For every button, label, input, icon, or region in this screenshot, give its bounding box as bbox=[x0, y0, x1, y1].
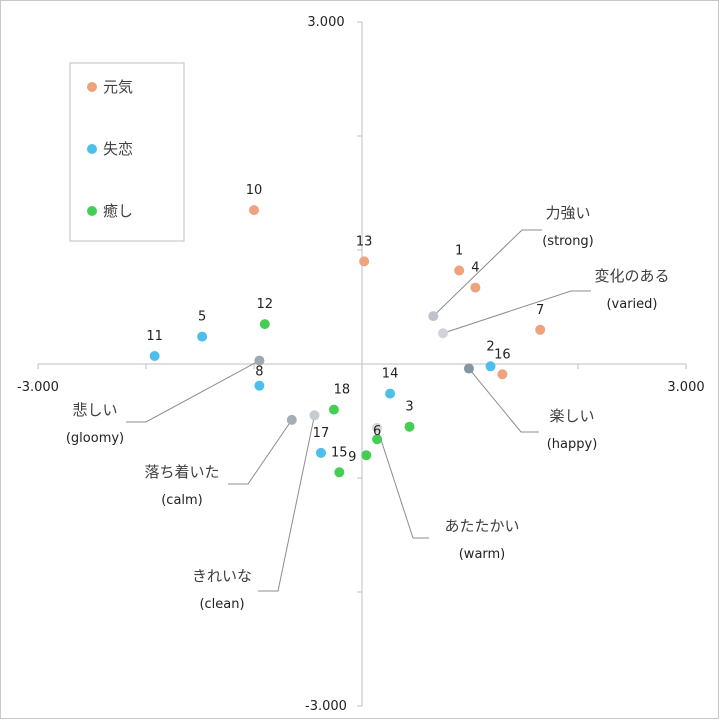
data-point bbox=[249, 205, 259, 216]
data-point-label: 11 bbox=[146, 329, 163, 344]
data-point-label: 17 bbox=[313, 426, 330, 441]
data-point bbox=[328, 404, 339, 415]
attribute-label-ja: あたたかい bbox=[444, 517, 519, 535]
leader-line bbox=[258, 415, 315, 592]
attribute-label-en: (strong) bbox=[542, 234, 594, 249]
legend-marker-iyashi bbox=[87, 206, 97, 216]
legend-marker-shitsuren bbox=[87, 144, 97, 154]
attribute-point bbox=[254, 355, 265, 366]
legend-label-shitsuren: 失恋 bbox=[103, 140, 133, 158]
data-point bbox=[470, 282, 481, 293]
leader-line bbox=[442, 290, 591, 334]
data-point-label: 9 bbox=[348, 450, 356, 465]
attribute-label-ja: 落ち着いた bbox=[144, 463, 219, 481]
attribute-label-en: (happy) bbox=[547, 437, 598, 452]
attribute-label-en: (calm) bbox=[161, 493, 203, 508]
data-point-labels: 10 13 14 7 16 5 11 8 2 14 17 12 18 3 6 915 bbox=[146, 183, 544, 465]
leader-line bbox=[468, 368, 539, 433]
data-point-label: 14 bbox=[382, 367, 399, 382]
data-point-label: 18 bbox=[334, 383, 351, 398]
data-point-label: 12 bbox=[257, 297, 274, 312]
attribute-point bbox=[463, 363, 474, 374]
data-point-label: 13 bbox=[356, 234, 373, 249]
data-point bbox=[385, 388, 396, 399]
legend-label-genki: 元気 bbox=[103, 78, 133, 96]
data-point bbox=[535, 324, 546, 335]
data-point-label: 15 bbox=[331, 445, 348, 460]
data-point-label: 5 bbox=[198, 310, 206, 325]
attribute-label-ja: 楽しい bbox=[549, 407, 594, 425]
data-point bbox=[497, 369, 508, 380]
y-tick-label-min: -3.000 bbox=[305, 699, 347, 714]
data-point-label: 3 bbox=[405, 400, 413, 415]
data-point-label: 7 bbox=[536, 303, 544, 318]
attribute-label-en: (clean) bbox=[199, 597, 244, 612]
leader-line bbox=[432, 229, 542, 317]
data-point bbox=[361, 450, 372, 461]
data-point bbox=[454, 265, 465, 276]
attribute-point bbox=[286, 414, 297, 425]
attribute-point bbox=[309, 410, 320, 421]
data-point bbox=[334, 467, 345, 478]
attribute-label-ja: 力強い bbox=[545, 204, 590, 222]
data-point-label: 4 bbox=[471, 261, 479, 276]
data-point bbox=[485, 361, 496, 372]
data-point bbox=[404, 421, 415, 432]
data-point-label: 6 bbox=[373, 424, 381, 439]
attribute-leader-lines bbox=[126, 229, 591, 592]
attribute-label-en: (warm) bbox=[459, 547, 506, 562]
x-tick-label-max: 3.000 bbox=[667, 380, 704, 395]
leader-line bbox=[376, 427, 429, 539]
data-point bbox=[359, 256, 370, 267]
leader-line bbox=[228, 419, 293, 485]
attribute-label-ja: 悲しい bbox=[72, 401, 117, 419]
data-points bbox=[149, 205, 546, 478]
data-point-label: 8 bbox=[255, 365, 263, 380]
attribute-point bbox=[372, 422, 383, 433]
data-point bbox=[372, 434, 383, 445]
leader-line bbox=[126, 360, 260, 423]
data-point bbox=[149, 351, 160, 362]
data-point bbox=[259, 319, 270, 330]
data-point-label: 10 bbox=[246, 183, 263, 198]
attribute-label-en: (varied) bbox=[606, 297, 657, 312]
attribute-label-en: (gloomy) bbox=[66, 431, 124, 446]
x-tick-label-min: -3.000 bbox=[17, 380, 59, 395]
legend-label-iyashi: 癒し bbox=[103, 202, 133, 220]
data-point bbox=[315, 447, 326, 458]
attribute-label-ja: 変化のある bbox=[594, 267, 669, 285]
data-point bbox=[254, 380, 265, 391]
attribute-points bbox=[254, 311, 474, 433]
axis-ticks bbox=[37, 21, 687, 707]
data-point-label: 2 bbox=[486, 339, 494, 354]
data-point-label: 16 bbox=[494, 347, 511, 362]
y-tick-label-max: 3.000 bbox=[307, 15, 344, 30]
attribute-point bbox=[428, 311, 439, 322]
legend-marker-genki bbox=[87, 82, 97, 92]
legend: 元気 失恋 癒し bbox=[69, 62, 185, 242]
attribute-label-ja: きれいな bbox=[192, 567, 252, 585]
data-point bbox=[197, 331, 208, 342]
attribute-point bbox=[438, 328, 448, 339]
attribute-labels: 力強い (strong) 変化のある (varied) 楽しい (happy) 悲しい (gl… bbox=[66, 204, 670, 612]
data-point-label: 1 bbox=[455, 244, 463, 259]
